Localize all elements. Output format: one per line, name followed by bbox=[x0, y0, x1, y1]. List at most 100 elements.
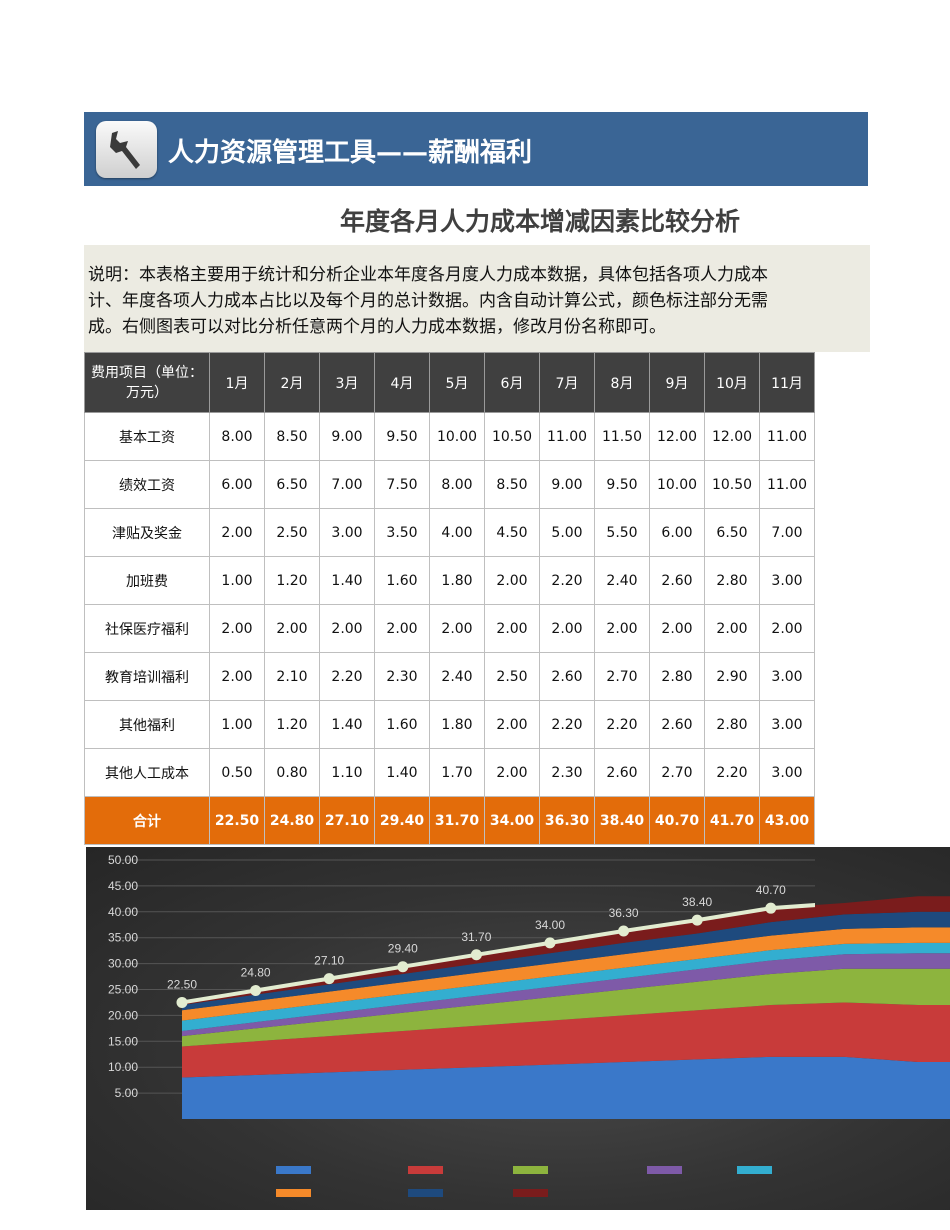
table-cell[interactable]: 2.70 bbox=[649, 748, 705, 797]
table-cell[interactable]: 2.00 bbox=[209, 508, 265, 557]
table-cell[interactable]: 2.00 bbox=[374, 604, 430, 653]
table-cell[interactable]: 3.00 bbox=[759, 700, 815, 749]
table-cell[interactable]: 9.00 bbox=[539, 460, 595, 509]
table-cell[interactable]: 2.50 bbox=[264, 508, 320, 557]
table-cell[interactable]: 7.50 bbox=[374, 460, 430, 509]
table-cell[interactable]: 1.80 bbox=[429, 556, 485, 605]
table-cell[interactable]: 3.00 bbox=[759, 748, 815, 797]
table-cell[interactable]: 5.00 bbox=[539, 508, 595, 557]
table-cell[interactable]: 2.00 bbox=[319, 604, 375, 653]
table-cell[interactable]: 1.80 bbox=[429, 700, 485, 749]
table-cell[interactable]: 2.00 bbox=[429, 604, 485, 653]
table-cell[interactable]: 1.00 bbox=[209, 700, 265, 749]
table-cell[interactable]: 6.00 bbox=[649, 508, 705, 557]
table-cell[interactable]: 2.60 bbox=[594, 748, 650, 797]
table-cell[interactable]: 2.80 bbox=[704, 700, 760, 749]
table-cell[interactable]: 10.50 bbox=[484, 412, 540, 461]
table-cell[interactable]: 2.00 bbox=[264, 604, 320, 653]
table-cell[interactable]: 8.00 bbox=[429, 460, 485, 509]
table-cell[interactable]: 5.50 bbox=[594, 508, 650, 557]
column-header-month: 8月 bbox=[594, 352, 650, 413]
table-cell[interactable]: 2.80 bbox=[704, 556, 760, 605]
data-label: 36.30 bbox=[609, 906, 639, 920]
table-cell[interactable]: 1.70 bbox=[429, 748, 485, 797]
table-cell[interactable]: 2.30 bbox=[539, 748, 595, 797]
table-cell[interactable]: 1.60 bbox=[374, 700, 430, 749]
area-series-4 bbox=[182, 953, 950, 1037]
table-cell[interactable]: 2.90 bbox=[704, 652, 760, 701]
table-cell[interactable]: 1.60 bbox=[374, 556, 430, 605]
table-cell[interactable]: 2.10 bbox=[264, 652, 320, 701]
table-cell[interactable]: 12.00 bbox=[649, 412, 705, 461]
y-tick-label: 10.00 bbox=[108, 1060, 138, 1074]
table-cell[interactable]: 2.40 bbox=[594, 556, 650, 605]
table-cell[interactable]: 2.60 bbox=[649, 556, 705, 605]
table-cell[interactable]: 1.20 bbox=[264, 556, 320, 605]
table-cell[interactable]: 0.50 bbox=[209, 748, 265, 797]
table-cell[interactable]: 9.00 bbox=[319, 412, 375, 461]
table-cell[interactable]: 3.00 bbox=[319, 508, 375, 557]
table-cell[interactable]: 1.40 bbox=[319, 556, 375, 605]
table-cell[interactable]: 2.00 bbox=[484, 748, 540, 797]
table-cell[interactable]: 2.00 bbox=[649, 604, 705, 653]
table-cell[interactable]: 3.50 bbox=[374, 508, 430, 557]
y-tick-label: 50.00 bbox=[108, 853, 138, 867]
table-cell[interactable]: 1.40 bbox=[319, 700, 375, 749]
y-tick-label: 35.00 bbox=[108, 931, 138, 945]
table-cell[interactable]: 8.50 bbox=[484, 460, 540, 509]
table-cell[interactable]: 11.00 bbox=[759, 412, 815, 461]
total-point bbox=[176, 996, 188, 1008]
table-cell[interactable]: 2.00 bbox=[484, 604, 540, 653]
table-cell[interactable]: 2.00 bbox=[209, 604, 265, 653]
table-cell[interactable]: 2.00 bbox=[759, 604, 815, 653]
table-cell[interactable]: 2.60 bbox=[539, 652, 595, 701]
row-label: 其他人工成本 bbox=[84, 748, 210, 797]
table-cell[interactable]: 6.50 bbox=[704, 508, 760, 557]
table-cell[interactable]: 4.00 bbox=[429, 508, 485, 557]
table-cell[interactable]: 2.80 bbox=[649, 652, 705, 701]
table-cell[interactable]: 2.00 bbox=[594, 604, 650, 653]
table-cell[interactable]: 6.50 bbox=[264, 460, 320, 509]
table-cell[interactable]: 10.00 bbox=[649, 460, 705, 509]
table-cell[interactable]: 2.60 bbox=[649, 700, 705, 749]
table-cell[interactable]: 1.10 bbox=[319, 748, 375, 797]
table-cell[interactable]: 2.00 bbox=[209, 652, 265, 701]
table-cell[interactable]: 11.50 bbox=[594, 412, 650, 461]
table-cell[interactable]: 3.00 bbox=[759, 652, 815, 701]
table-cell[interactable]: 2.20 bbox=[539, 700, 595, 749]
table-cell[interactable]: 9.50 bbox=[594, 460, 650, 509]
total-cell: 41.70 bbox=[704, 796, 760, 845]
table-cell[interactable]: 11.00 bbox=[759, 460, 815, 509]
table-cell[interactable]: 1.40 bbox=[374, 748, 430, 797]
table-cell[interactable]: 10.50 bbox=[704, 460, 760, 509]
table-cell[interactable]: 2.00 bbox=[704, 604, 760, 653]
table-cell[interactable]: 1.00 bbox=[209, 556, 265, 605]
table-cell[interactable]: 7.00 bbox=[759, 508, 815, 557]
table-cell[interactable]: 12.00 bbox=[704, 412, 760, 461]
table-row: 教育培训福利 2.00 2.10 2.20 2.30 2.40 2.50 2.60 2.70 2.… bbox=[84, 652, 815, 701]
table-cell[interactable]: 2.40 bbox=[429, 652, 485, 701]
table-cell[interactable]: 2.20 bbox=[594, 700, 650, 749]
table-cell[interactable]: 2.70 bbox=[594, 652, 650, 701]
table-cell[interactable]: 1.20 bbox=[264, 700, 320, 749]
table-cell[interactable]: 2.30 bbox=[374, 652, 430, 701]
table-cell[interactable]: 3.00 bbox=[759, 556, 815, 605]
table-cell[interactable]: 2.00 bbox=[539, 604, 595, 653]
table-cell[interactable]: 2.20 bbox=[319, 652, 375, 701]
table-cell[interactable]: 9.50 bbox=[374, 412, 430, 461]
table-cell[interactable]: 6.00 bbox=[209, 460, 265, 509]
table-cell[interactable]: 4.50 bbox=[484, 508, 540, 557]
table-cell[interactable]: 10.00 bbox=[429, 412, 485, 461]
area-series-6 bbox=[182, 927, 950, 1021]
table-cell[interactable]: 8.50 bbox=[264, 412, 320, 461]
table-cell[interactable]: 7.00 bbox=[319, 460, 375, 509]
table-cell[interactable]: 2.00 bbox=[484, 556, 540, 605]
table-cell[interactable]: 2.00 bbox=[484, 700, 540, 749]
total-cell: 24.80 bbox=[264, 796, 320, 845]
table-cell[interactable]: 11.00 bbox=[539, 412, 595, 461]
table-cell[interactable]: 8.00 bbox=[209, 412, 265, 461]
table-cell[interactable]: 2.50 bbox=[484, 652, 540, 701]
table-cell[interactable]: 2.20 bbox=[704, 748, 760, 797]
table-cell[interactable]: 2.20 bbox=[539, 556, 595, 605]
table-cell[interactable]: 0.80 bbox=[264, 748, 320, 797]
